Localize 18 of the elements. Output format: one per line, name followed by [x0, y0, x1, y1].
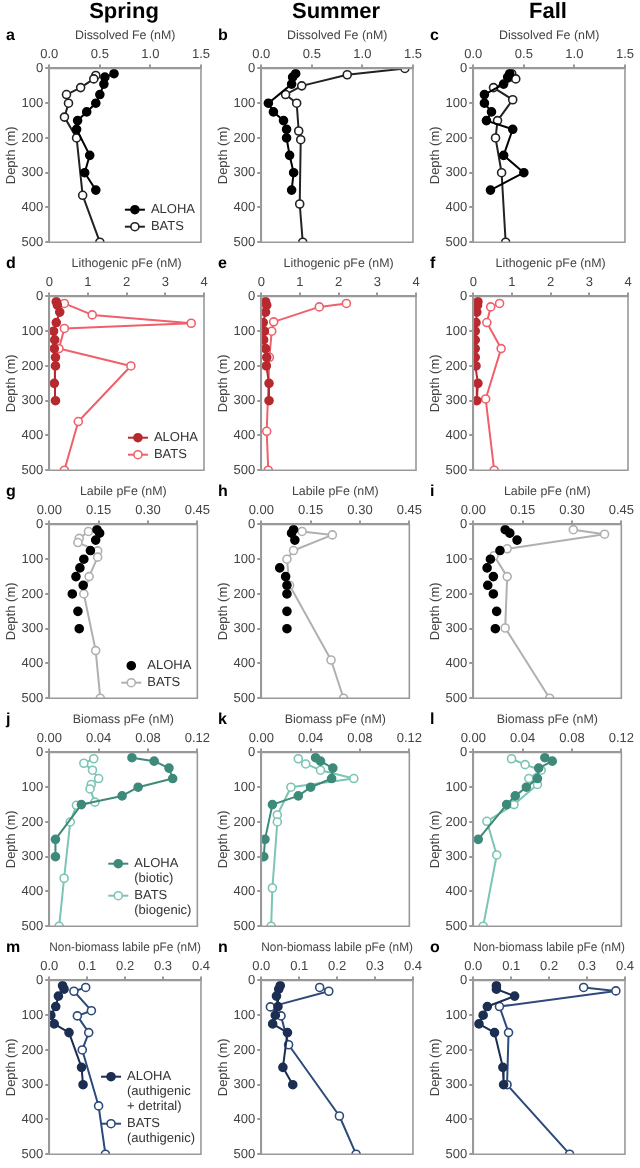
- text: d: [6, 254, 16, 272]
- text: j: [6, 710, 11, 728]
- chart-title: Fall: [527, 0, 569, 24]
- text: n: [218, 938, 228, 956]
- text: g: [6, 482, 16, 500]
- text: c: [430, 26, 439, 44]
- text: m: [6, 938, 21, 956]
- text: k: [218, 710, 227, 728]
- text: i: [430, 482, 435, 500]
- chart-title: Spring: [87, 0, 161, 24]
- text: f: [430, 254, 436, 272]
- text: l: [430, 710, 435, 728]
- text: a: [6, 26, 15, 44]
- text: b: [218, 26, 228, 44]
- chart-title: Summer: [289, 0, 383, 24]
- text: e: [218, 254, 227, 272]
- text: o: [430, 938, 440, 956]
- text: h: [218, 482, 228, 500]
